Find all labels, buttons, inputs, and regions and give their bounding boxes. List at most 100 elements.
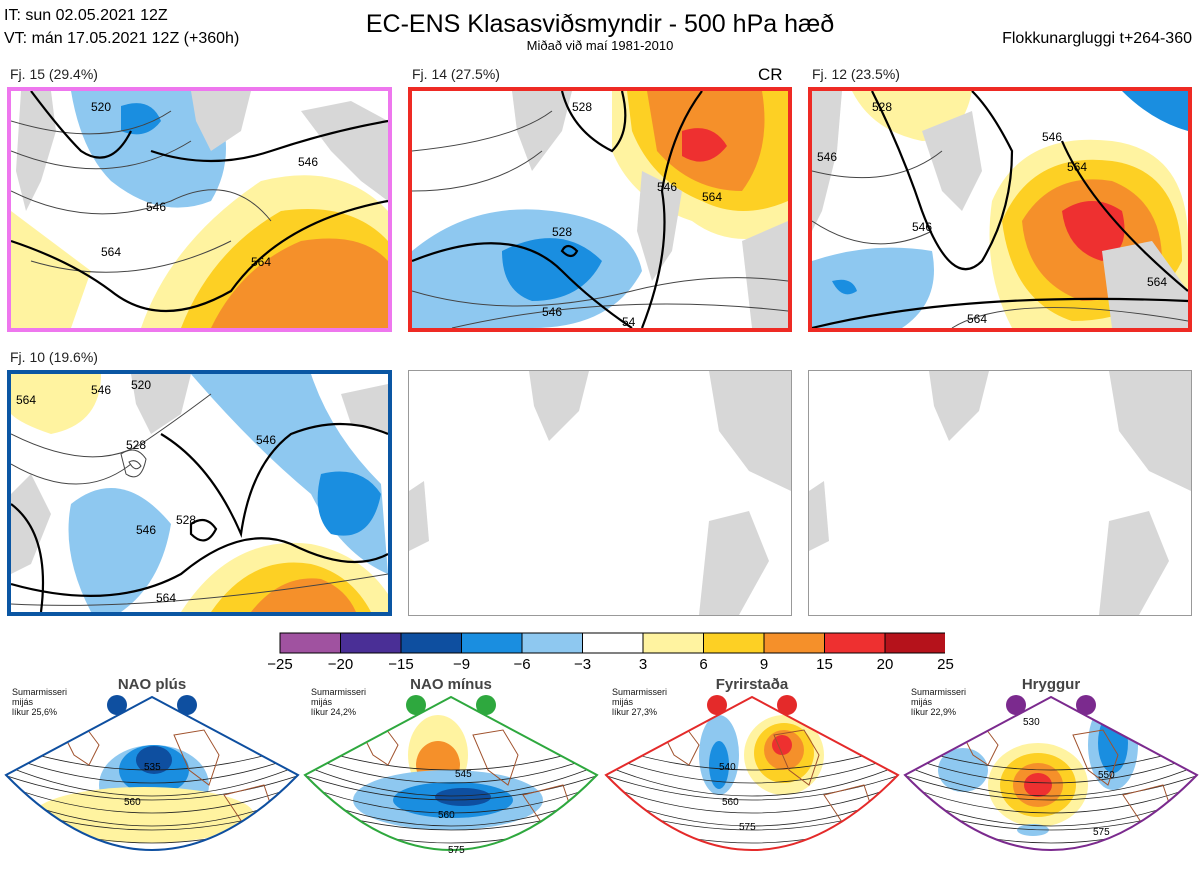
panel-3-label: Fj. 12 (23.5%): [812, 66, 900, 82]
colorbar-tick-label: −15: [388, 656, 414, 673]
regime-note-line: Sumarmisseri: [911, 687, 967, 697]
contour-label: 575: [739, 822, 756, 833]
contour-label: 564: [251, 255, 271, 269]
regime-panel[interactable]: 530 550 575 Hryggur Sumarmisseri mijás líkur 2…: [903, 675, 1199, 871]
regime-marker-dot: [107, 695, 127, 715]
height-contour: [905, 834, 1197, 850]
contour-label: 564: [1147, 275, 1167, 289]
panel-2-label: Fj. 14 (27.5%): [412, 66, 500, 82]
regime-marker-dot: [707, 695, 727, 715]
classification-window: Flokkunargluggi t+264-360: [1002, 30, 1192, 47]
panel-2-badge: CR: [758, 65, 783, 84]
page-subtitle: Miðað við maí 1981-2010: [526, 38, 674, 53]
cluster-map-10[interactable]: 564 546 520 528 528 546 546 564: [7, 370, 392, 616]
panel-1-label: Fj. 15 (29.4%): [10, 66, 98, 82]
anomaly-shading: [709, 741, 729, 789]
colorbar-cell: [824, 632, 886, 654]
colorbar: [279, 632, 945, 654]
contour-label: 564: [967, 312, 987, 326]
contour-label: 528: [176, 513, 196, 527]
cluster-map-14[interactable]: 528 528 546 546 564 54: [408, 87, 792, 332]
colorbar-tick-label: −20: [327, 656, 354, 673]
height-contour: [6, 784, 298, 814]
colorbar-tick-label: 9: [759, 656, 769, 673]
contour-label: 546: [146, 200, 166, 214]
anomaly-shading: [435, 788, 491, 806]
regime-note-line: líkur 24,2%: [311, 707, 357, 717]
regime-note-line: mijás: [911, 697, 933, 707]
regime-note: Sumarmisseri mijás líkur 25,6%: [12, 687, 67, 717]
panel-4-label: Fj. 10 (19.6%): [10, 349, 98, 365]
regime-panel[interactable]: 540 560 575 Fyrirstaða Sumarmisseri mijás líku…: [604, 675, 900, 871]
header-run-info: IT: sun 02.05.2021 12Z VT: mán 17.05.202…: [4, 4, 239, 50]
regime-marker-dot: [406, 695, 426, 715]
contour-label: 564: [101, 245, 121, 259]
colorbar-cell: [763, 632, 825, 654]
contour-label: 546: [657, 180, 677, 194]
contour-label: 546: [817, 150, 837, 164]
contour-label: 528: [872, 100, 892, 114]
regime-note-line: mijás: [612, 697, 634, 707]
colorbar-tick-label: −6: [513, 656, 531, 673]
height-contour: [305, 784, 597, 814]
contour-label: 550: [1098, 770, 1115, 781]
regime-title: Hryggur: [1021, 676, 1081, 693]
height-contour: [905, 754, 1197, 784]
contour-label: 546: [136, 523, 156, 537]
height-contour: [606, 834, 898, 850]
regime-note: Sumarmisseri mijás líkur 27,3%: [612, 687, 667, 717]
regime-note-line: líkur 22,9%: [911, 707, 957, 717]
colorbar-tick-label: −9: [452, 656, 471, 673]
colorbar-cell: [884, 632, 945, 654]
height-contour: [606, 764, 898, 797]
contour-label: 546: [256, 433, 276, 447]
height-contour: [6, 754, 298, 784]
height-contour: [6, 764, 298, 797]
colorbar-tick-label: 3: [638, 656, 648, 673]
contour-label: 564: [702, 190, 722, 204]
init-time: IT: sun 02.05.2021 12Z: [4, 7, 168, 24]
regime-panel[interactable]: 535 560 NAO plús Sumarmisseri mijás líkur 25,…: [4, 675, 300, 871]
anomaly-shading: [772, 735, 792, 755]
cluster-map-12[interactable]: 546 546 528 564 564 564 546: [808, 87, 1192, 332]
regime-title: NAO plús: [117, 676, 187, 693]
colorbar-cell: [642, 632, 704, 654]
height-contour: [606, 784, 898, 814]
height-contour: [305, 774, 597, 801]
contour-label: 560: [722, 797, 739, 808]
contour-label: 564: [156, 591, 176, 605]
colorbar-tick-label: 6: [699, 656, 708, 673]
contour-label: 535: [144, 762, 161, 773]
contour-label: 564: [16, 393, 36, 407]
contour-label: 540: [719, 762, 736, 773]
regime-note-line: líkur 25,6%: [12, 707, 58, 717]
regime-note-line: Sumarmisseri: [311, 687, 367, 697]
regime-marker-dot: [1076, 695, 1096, 715]
regime-outline: [303, 695, 599, 851]
regime-outline: [4, 695, 300, 851]
regime-title: NAO mínus: [410, 676, 492, 693]
contour-label: 546: [542, 305, 562, 319]
contour-label: 575: [1093, 827, 1110, 838]
contour-label: 528: [126, 438, 146, 452]
cluster-map-15[interactable]: 546 546 564 564 520: [7, 87, 392, 332]
contour-label: 54: [622, 315, 636, 328]
height-contour: [606, 754, 898, 784]
regime-marker-dot: [777, 695, 797, 715]
empty-map-panel: [808, 370, 1192, 616]
regime-marker-dot: [476, 695, 496, 715]
regime-note-line: Sumarmisseri: [612, 687, 668, 697]
regime-title: Fyrirstaða: [715, 676, 789, 693]
regime-note-line: mijás: [311, 697, 333, 707]
regime-outline: [903, 695, 1199, 851]
regime-marker-dot: [177, 695, 197, 715]
regime-panel[interactable]: 545 560 575 NAO mínus Sumarmisseri mijás líkur…: [303, 675, 599, 871]
valid-time: VT: mán 17.05.2021 12Z (+360h): [4, 30, 240, 47]
regime-note-line: líkur 27,3%: [612, 707, 658, 717]
regime-note-line: mijás: [12, 697, 34, 707]
regime-note: Sumarmisseri mijás líkur 24,2%: [311, 687, 366, 717]
height-contour: [305, 764, 597, 797]
contour-label: 530: [1023, 717, 1040, 728]
height-contour: [606, 774, 898, 801]
colorbar-tick-label: −3: [573, 656, 592, 673]
